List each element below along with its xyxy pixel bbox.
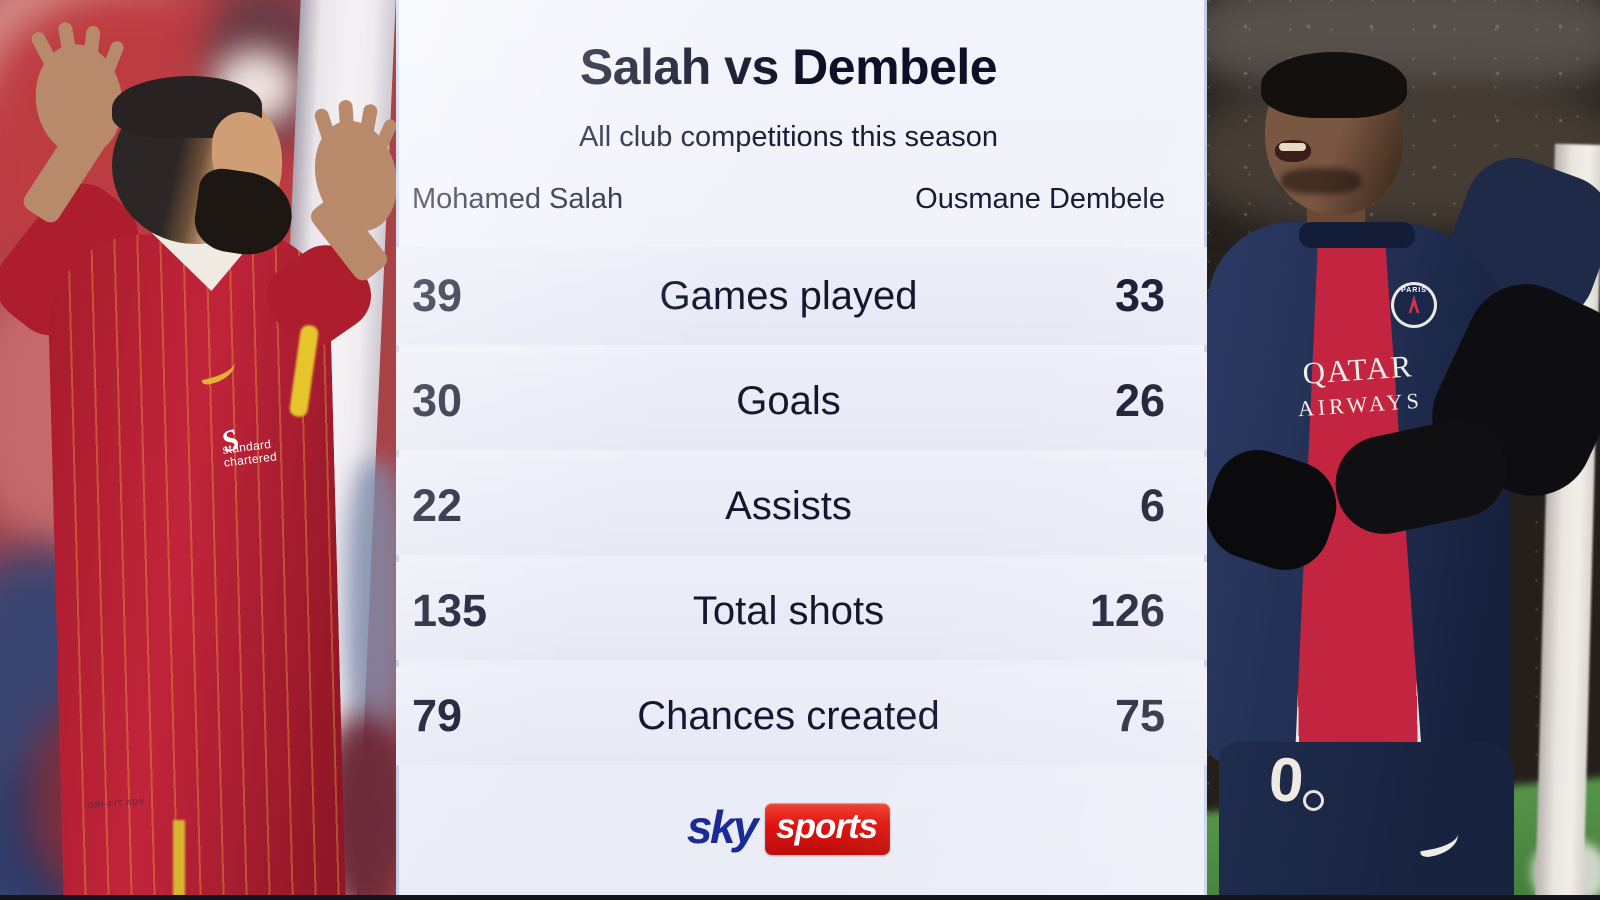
salah-photo: S standard chartered DRI-FIT ADV [0,0,396,900]
sports-logo-box: sports [765,803,891,855]
salah-value: 22 [412,480,463,531]
table-row-goals: 30 Goals 26 [396,352,1207,450]
stat-label: Goals [736,378,841,423]
column-header-dembele: Ousmane Dembele [915,183,1165,215]
dembele-value: 33 [1114,270,1165,321]
dembele-jersey-sponsor: QATAR AIRWAYS [1267,346,1451,424]
table-row-chances-created: 79 Chances created 75 [396,667,1207,765]
dembele-value: 75 [1114,690,1165,741]
dembele-value: 126 [1089,585,1165,636]
dembele-value: 6 [1139,480,1165,531]
salah-jersey-fold [173,820,185,900]
page-title: Salah vs Dembele [579,39,998,95]
psg-crest: PARIS [1391,282,1437,328]
column-header-salah: Mohamed Salah [412,183,624,215]
dembele-hair [1261,52,1407,118]
stats-table: 39 Games played 33 30 Goals 26 22 Assist… [396,247,1207,772]
stat-label: Games played [659,273,918,318]
dembele-shorts-number: 0 [1266,744,1306,817]
stat-label: Chances created [637,693,940,738]
eiffel-tower-icon [1408,295,1420,313]
dembele-photo: QATAR AIRWAYS PARIS 0 [1207,0,1600,900]
shorts-crest-icon [1303,790,1324,811]
stat-label: Total shots [692,588,885,633]
goal-net-blur [345,460,396,740]
table-row-total-shots: 135 Total shots 126 [396,562,1207,660]
column-headers: Mohamed Salah Ousmane Dembele [412,183,1165,216]
table-row-games-played: 39 Games played 33 [396,247,1207,345]
page-subtitle: All club competitions this season [578,121,999,153]
salah-value: 79 [412,690,463,741]
salah-value: 135 [412,585,488,636]
dembele-teeth [1279,143,1306,151]
sky-logo-text: sky [686,801,759,853]
dembele-collar [1299,222,1415,248]
dembele-beard-shadow [1281,168,1361,194]
stats-panel: Salah vs Dembele All club competitions t… [396,0,1207,900]
psg-crest-text: PARIS [1401,287,1427,294]
dembele-shorts [1219,742,1514,900]
salah-value: 39 [412,270,463,321]
table-row-assists: 22 Assists 6 [396,457,1207,555]
stat-label: Assists [725,483,852,528]
psg-crest-inner [1394,285,1434,325]
sky-sports-logo: sky sports [412,800,1165,858]
salah-value: 30 [412,375,463,426]
sports-logo-text: sports [776,807,878,846]
bottom-border [0,895,1600,900]
dembele-value: 26 [1114,375,1165,426]
